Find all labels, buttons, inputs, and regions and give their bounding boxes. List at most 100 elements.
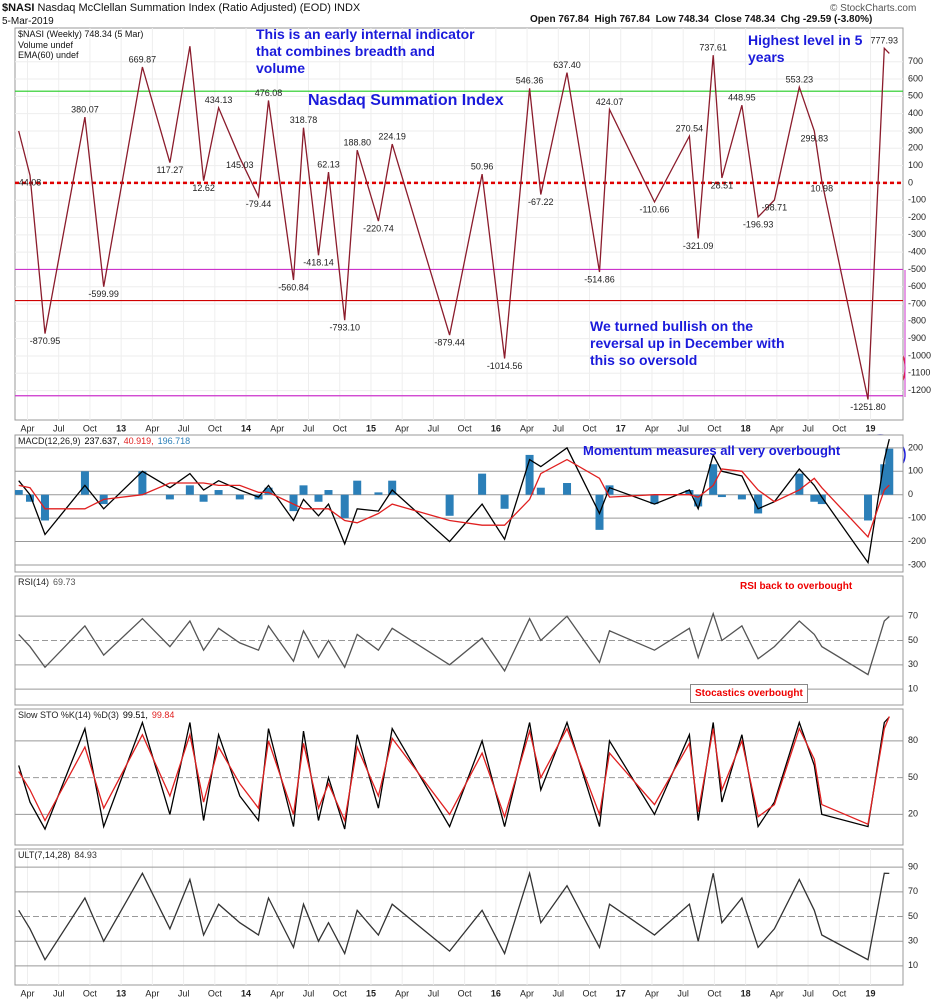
x-tick-label: Jul (303, 988, 315, 998)
histogram-bar (880, 464, 889, 495)
x-tick-label: Jul (428, 988, 440, 998)
value-label: -870.95 (30, 336, 61, 346)
y-tick-label: 30 (908, 659, 918, 669)
x-tick-label: Apr (520, 988, 534, 998)
readout: 99.84 (152, 710, 175, 720)
value-label: 299.83 (801, 133, 829, 143)
histogram-bar (717, 494, 726, 498)
y-tick-label: 50 (908, 635, 918, 645)
x-tick-label: Oct (707, 423, 722, 433)
y-tick-label: -200 (908, 536, 926, 546)
x-tick-label: Oct (208, 988, 223, 998)
series-line (18, 716, 890, 831)
value-label: -560.84 (278, 282, 309, 292)
value-label: 28.51 (711, 180, 734, 190)
panel-title-text: RSI(14) (18, 577, 49, 587)
x-tick-label: Oct (333, 423, 348, 433)
x-tick-label: Apr (145, 988, 159, 998)
description: Nasdaq McClellan Summation Index (Ratio … (37, 2, 361, 14)
value-label: 553.23 (786, 75, 814, 85)
y-tick-label: -100 (908, 513, 926, 523)
y-tick-label: 10 (908, 684, 918, 694)
legend: $NASI (Weekly) 748.34 (5 Mar) (18, 29, 144, 39)
histogram-bar (289, 494, 298, 512)
y-tick-label: 400 (908, 108, 923, 118)
x-tick-label: Oct (208, 423, 223, 433)
histogram-bar (199, 494, 208, 502)
value-label: 737.61 (699, 43, 727, 53)
legend-note: Volume undef (18, 40, 74, 50)
histogram-bar (214, 490, 223, 495)
x-tick-label: Jul (677, 423, 689, 433)
histogram-bar (795, 473, 804, 495)
x-tick-label: Oct (83, 423, 98, 433)
histogram-bar (737, 494, 746, 500)
value-label: 777.93 (871, 36, 899, 46)
value-label: 318.78 (290, 115, 318, 125)
y-tick-label: -500 (908, 264, 926, 274)
y-tick-label: 200 (908, 442, 923, 452)
x-tick-label: 18 (741, 988, 751, 998)
value-label: 380.07 (71, 104, 99, 114)
y-tick-label: -900 (908, 333, 926, 343)
histogram-bar (694, 494, 703, 507)
histogram-bar (165, 494, 174, 500)
panel (14, 708, 904, 846)
plot (15, 28, 903, 420)
value-label: 44.08 (19, 178, 42, 188)
value-label: 669.87 (129, 54, 157, 64)
histogram-bar (324, 490, 333, 495)
x-tick-label: 16 (491, 988, 501, 998)
x-tick-label: Apr (395, 423, 409, 433)
readout: 69.73 (53, 577, 76, 587)
x-tick-label: Apr (520, 423, 534, 433)
value-label: -67.22 (528, 197, 554, 207)
y-tick-label: 0 (908, 177, 913, 187)
value-label: 50.96 (471, 161, 494, 171)
x-tick-label: Jul (553, 423, 565, 433)
x-tick-label: 13 (116, 423, 126, 433)
y-tick-label: -300 (908, 229, 926, 239)
histogram-bar (864, 494, 873, 521)
value-label: -418.14 (303, 258, 334, 268)
value-label: -879.44 (434, 337, 465, 347)
histogram-bar (235, 494, 244, 500)
histogram-bar (817, 494, 826, 505)
x-tick-label: 15 (366, 988, 376, 998)
value-label: -514.86 (584, 274, 615, 284)
histogram-bar (754, 494, 763, 514)
x-tick-label: Jul (53, 988, 65, 998)
histogram-bar (374, 492, 383, 495)
value-label: 476.08 (255, 88, 283, 98)
y-tick-label: 70 (908, 611, 918, 621)
x-tick-label: Jul (428, 423, 440, 433)
histogram-bar (885, 448, 894, 495)
quote: Open 767.84 High 767.84 Low 748.34 Close… (530, 14, 873, 25)
x-tick-label: Apr (770, 988, 784, 998)
x-tick-label: Oct (458, 988, 473, 998)
y-tick-label: 100 (908, 466, 923, 476)
y-tick-label: -700 (908, 298, 926, 308)
readout: 40.919, (124, 436, 154, 446)
x-tick-label: Apr (145, 423, 159, 433)
x-tick-label: Jul (553, 988, 565, 998)
histogram-bar (500, 494, 509, 509)
y-tick-label: 90 (908, 862, 918, 872)
x-tick-label: 17 (616, 423, 626, 433)
value-label: 270.54 (676, 123, 704, 133)
series-line (18, 46, 890, 400)
source: © StockCharts.com (830, 3, 917, 14)
x-tick-label: Oct (333, 988, 348, 998)
x-tick-label: Apr (645, 988, 659, 998)
x-tick-label: 14 (241, 988, 251, 998)
symbol: $NASI (2, 2, 35, 14)
y-tick-label: -600 (908, 281, 926, 291)
x-tick-label: Oct (832, 423, 847, 433)
plot (15, 611, 903, 690)
value-label: 62.13 (317, 160, 340, 170)
y-tick-label: 80 (908, 735, 918, 745)
x-tick-label: Oct (458, 423, 473, 433)
value-label: 448.95 (728, 93, 756, 103)
histogram-bar (299, 485, 308, 495)
